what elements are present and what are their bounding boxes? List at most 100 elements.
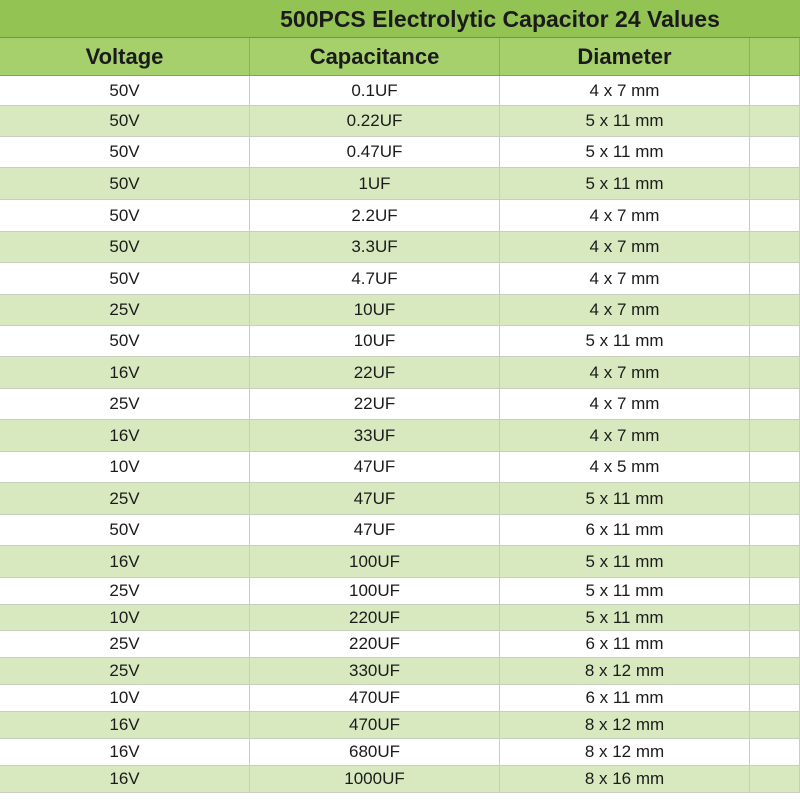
cell-spacer <box>750 685 800 711</box>
cell-spacer <box>750 546 800 577</box>
cell-voltage: 10V <box>0 605 250 630</box>
cell-spacer <box>750 232 800 262</box>
table-row: 25V 10UF 4 x 7 mm <box>0 295 800 326</box>
cell-diameter: 4 x 7 mm <box>500 420 750 451</box>
table-row: 50V 3.3UF 4 x 7 mm <box>0 232 800 263</box>
table-header: Voltage Capacitance Diameter <box>0 38 800 76</box>
cell-voltage: 50V <box>0 76 250 105</box>
cell-spacer <box>750 712 800 738</box>
table-row: 16V 22UF 4 x 7 mm <box>0 357 800 389</box>
cell-capacitance: 2.2UF <box>250 200 500 231</box>
table-row: 50V 1UF 5 x 11 mm <box>0 168 800 200</box>
cell-diameter: 8 x 12 mm <box>500 712 750 738</box>
table-row: 10V 470UF 6 x 11 mm <box>0 685 800 712</box>
cell-capacitance: 100UF <box>250 578 500 604</box>
cell-diameter: 5 x 11 mm <box>500 605 750 630</box>
cell-diameter: 4 x 7 mm <box>500 76 750 105</box>
cell-spacer <box>750 295 800 325</box>
cell-spacer <box>750 357 800 388</box>
cell-capacitance: 10UF <box>250 326 500 356</box>
cell-voltage: 50V <box>0 232 250 262</box>
cell-diameter: 8 x 12 mm <box>500 739 750 765</box>
cell-spacer <box>750 200 800 231</box>
cell-spacer <box>750 452 800 482</box>
cell-capacitance: 0.22UF <box>250 106 500 136</box>
cell-diameter: 4 x 7 mm <box>500 295 750 325</box>
cell-capacitance: 220UF <box>250 605 500 630</box>
cell-voltage: 10V <box>0 685 250 711</box>
cell-spacer <box>750 631 800 657</box>
cell-capacitance: 47UF <box>250 452 500 482</box>
cell-capacitance: 680UF <box>250 739 500 765</box>
cell-voltage: 25V <box>0 295 250 325</box>
header-voltage: Voltage <box>0 38 250 75</box>
cell-capacitance: 220UF <box>250 631 500 657</box>
cell-diameter: 4 x 7 mm <box>500 200 750 231</box>
cell-capacitance: 10UF <box>250 295 500 325</box>
header-diameter: Diameter <box>500 38 750 75</box>
cell-diameter: 5 x 11 mm <box>500 483 750 514</box>
cell-voltage: 16V <box>0 766 250 792</box>
cell-voltage: 25V <box>0 389 250 419</box>
cell-diameter: 5 x 11 mm <box>500 546 750 577</box>
cell-capacitance: 330UF <box>250 658 500 684</box>
cell-voltage: 50V <box>0 106 250 136</box>
cell-spacer <box>750 739 800 765</box>
cell-diameter: 5 x 11 mm <box>500 137 750 167</box>
cell-capacitance: 47UF <box>250 515 500 545</box>
cell-diameter: 5 x 11 mm <box>500 326 750 356</box>
cell-diameter: 5 x 11 mm <box>500 106 750 136</box>
cell-spacer <box>750 326 800 356</box>
cell-voltage: 50V <box>0 263 250 294</box>
table-row: 16V 1000UF 8 x 16 mm <box>0 766 800 793</box>
cell-spacer <box>750 515 800 545</box>
cell-voltage: 25V <box>0 658 250 684</box>
cell-voltage: 25V <box>0 578 250 604</box>
cell-voltage: 50V <box>0 200 250 231</box>
cell-capacitance: 0.47UF <box>250 137 500 167</box>
table-row: 50V 4.7UF 4 x 7 mm <box>0 263 800 295</box>
cell-voltage: 50V <box>0 168 250 199</box>
cell-capacitance: 22UF <box>250 357 500 388</box>
cell-diameter: 5 x 11 mm <box>500 578 750 604</box>
table-row: 50V 47UF 6 x 11 mm <box>0 515 800 546</box>
cell-spacer <box>750 658 800 684</box>
table-row: 25V 22UF 4 x 7 mm <box>0 389 800 420</box>
cell-spacer <box>750 168 800 199</box>
cell-voltage: 16V <box>0 739 250 765</box>
cell-diameter: 4 x 7 mm <box>500 263 750 294</box>
cell-voltage: 50V <box>0 137 250 167</box>
table-row: 25V 47UF 5 x 11 mm <box>0 483 800 515</box>
header-capacitance: Capacitance <box>250 38 500 75</box>
cell-capacitance: 100UF <box>250 546 500 577</box>
cell-capacitance: 1000UF <box>250 766 500 792</box>
cell-spacer <box>750 420 800 451</box>
table-row: 10V 47UF 4 x 5 mm <box>0 452 800 483</box>
cell-spacer <box>750 605 800 630</box>
cell-spacer <box>750 578 800 604</box>
cell-voltage: 25V <box>0 483 250 514</box>
cell-spacer <box>750 483 800 514</box>
table-row: 50V 0.1UF 4 x 7 mm <box>0 76 800 106</box>
table-row: 50V 10UF 5 x 11 mm <box>0 326 800 357</box>
cell-voltage: 10V <box>0 452 250 482</box>
table-body: 50V 0.1UF 4 x 7 mm 50V 0.22UF 5 x 11 mm 50V 0.4… <box>0 76 800 793</box>
cell-capacitance: 0.1UF <box>250 76 500 105</box>
cell-capacitance: 22UF <box>250 389 500 419</box>
cell-diameter: 6 x 11 mm <box>500 685 750 711</box>
cell-diameter: 4 x 7 mm <box>500 357 750 388</box>
cell-capacitance: 4.7UF <box>250 263 500 294</box>
cell-capacitance: 1UF <box>250 168 500 199</box>
cell-voltage: 50V <box>0 515 250 545</box>
cell-spacer <box>750 106 800 136</box>
cell-diameter: 6 x 11 mm <box>500 631 750 657</box>
cell-spacer <box>750 263 800 294</box>
cell-capacitance: 3.3UF <box>250 232 500 262</box>
table-row: 16V 680UF 8 x 12 mm <box>0 739 800 766</box>
cell-spacer <box>750 389 800 419</box>
cell-capacitance: 47UF <box>250 483 500 514</box>
cell-spacer <box>750 766 800 792</box>
table-row: 50V 2.2UF 4 x 7 mm <box>0 200 800 232</box>
cell-voltage: 16V <box>0 546 250 577</box>
